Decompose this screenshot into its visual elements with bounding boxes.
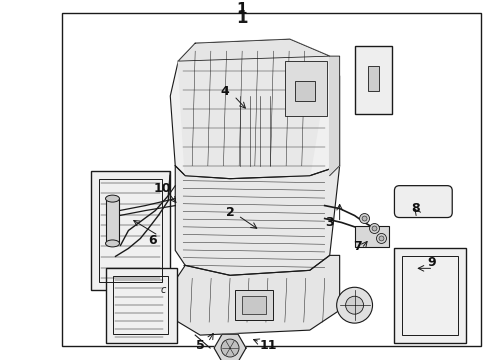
FancyBboxPatch shape xyxy=(394,186,452,217)
Ellipse shape xyxy=(221,339,239,357)
Bar xyxy=(105,199,120,243)
Polygon shape xyxy=(214,334,246,360)
Text: 7: 7 xyxy=(353,240,362,253)
Text: 4: 4 xyxy=(220,85,229,98)
Bar xyxy=(114,276,168,334)
Bar xyxy=(98,179,162,282)
Text: c: c xyxy=(161,285,166,295)
Bar xyxy=(355,46,392,114)
Text: 1: 1 xyxy=(236,9,248,27)
Text: 8: 8 xyxy=(411,202,419,215)
Ellipse shape xyxy=(345,296,364,314)
Bar xyxy=(402,256,458,335)
Ellipse shape xyxy=(379,236,384,241)
Ellipse shape xyxy=(369,224,379,234)
Bar xyxy=(235,290,273,320)
Ellipse shape xyxy=(372,226,377,231)
Bar xyxy=(394,248,466,343)
Polygon shape xyxy=(178,56,330,176)
Bar xyxy=(368,66,379,91)
Ellipse shape xyxy=(376,234,387,243)
Text: 3: 3 xyxy=(325,216,334,229)
Text: 10: 10 xyxy=(153,182,171,195)
Polygon shape xyxy=(175,255,340,335)
Ellipse shape xyxy=(105,195,120,202)
Bar xyxy=(62,13,481,346)
Bar xyxy=(91,171,171,290)
Ellipse shape xyxy=(360,213,369,224)
Bar xyxy=(105,268,177,343)
Polygon shape xyxy=(178,39,330,61)
Polygon shape xyxy=(330,56,340,176)
Text: 1: 1 xyxy=(237,2,247,17)
Ellipse shape xyxy=(337,287,372,323)
Bar xyxy=(355,225,390,247)
Bar xyxy=(285,61,327,116)
Ellipse shape xyxy=(362,216,367,221)
Polygon shape xyxy=(171,39,340,179)
Text: 5: 5 xyxy=(196,338,204,352)
Text: 11: 11 xyxy=(259,338,277,352)
Bar xyxy=(242,296,266,314)
Text: 2: 2 xyxy=(226,206,234,219)
Ellipse shape xyxy=(105,240,120,247)
Polygon shape xyxy=(175,166,340,275)
Text: 6: 6 xyxy=(148,234,157,247)
Bar xyxy=(295,81,315,101)
Text: 9: 9 xyxy=(427,256,436,269)
